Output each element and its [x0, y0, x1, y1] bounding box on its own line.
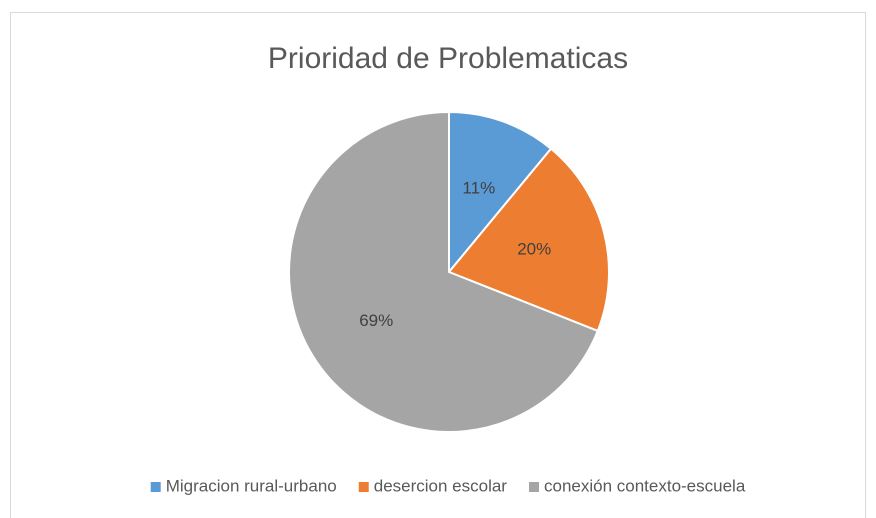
pie-slice [447, 147, 610, 333]
legend-marker [150, 482, 161, 492]
legend-marker [528, 482, 539, 492]
pie-slice [288, 110, 600, 433]
pie [288, 110, 610, 433]
data-labels: 11% 20% 69% [359, 179, 551, 330]
legend-label: conexión contexto-escuela [544, 476, 746, 495]
pie-slice [448, 110, 553, 275]
legend-label: desercion escolar [374, 476, 508, 495]
legend-marker [358, 482, 369, 492]
data-label: 20% [517, 240, 551, 259]
data-label: 11% [462, 179, 495, 198]
legend: Migracion rural-urbano desercion escolar c… [150, 476, 746, 495]
legend-label: Migracion rural-urbano [166, 476, 337, 495]
data-label: 69% [359, 311, 393, 330]
chart-title: Prioridad de Problematicas [268, 42, 628, 75]
